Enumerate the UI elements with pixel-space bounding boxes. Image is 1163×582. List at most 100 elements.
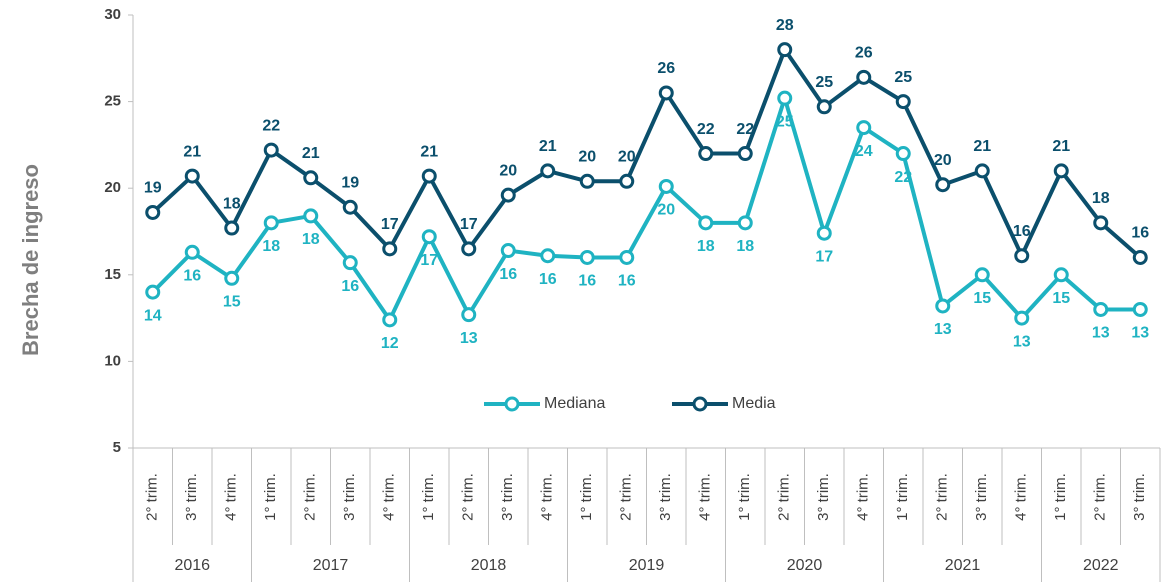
point (1053, 267, 1069, 283)
data-label: 22 (736, 121, 754, 138)
data-label: 18 (302, 231, 320, 248)
data-label: 17 (815, 248, 833, 265)
point (382, 312, 398, 328)
data-label: 21 (302, 145, 320, 162)
data-label: 18 (736, 238, 754, 255)
series-line (151, 96, 1141, 322)
data-label: 22 (697, 121, 715, 138)
point (421, 168, 437, 184)
legend-label: Mediana (544, 395, 605, 412)
x-tick-label: 1° trim. (578, 473, 595, 521)
x-tick-label: 3° trim. (815, 473, 832, 521)
y-tick-label: 5 (113, 439, 121, 456)
data-label: 18 (697, 238, 715, 255)
point (1014, 310, 1030, 326)
x-tick-label: 4° trim. (539, 473, 556, 521)
x-tick-label: 4° trim. (855, 473, 872, 521)
point (421, 229, 437, 245)
data-label: 25 (894, 69, 912, 86)
y-tick-label: 10 (104, 352, 121, 369)
data-label: 15 (1052, 290, 1070, 307)
x-group-label: 2020 (787, 557, 823, 574)
point (658, 85, 674, 101)
x-tick-label: 4° trim. (1013, 473, 1030, 521)
point (500, 187, 516, 203)
data-label: 26 (855, 45, 873, 62)
x-group-label: 2021 (945, 557, 981, 574)
point (619, 173, 635, 189)
data-label: 21 (183, 143, 201, 160)
x-tick-label: 2° trim. (618, 473, 635, 521)
data-label: 24 (855, 143, 873, 160)
point (698, 146, 714, 162)
data-label: 17 (460, 216, 478, 233)
data-label: 21 (973, 138, 991, 155)
data-label: 15 (223, 293, 241, 310)
x-tick-label: 2° trim. (144, 473, 161, 521)
point (856, 69, 872, 85)
point (698, 215, 714, 231)
data-label: 25 (815, 74, 833, 91)
point (895, 146, 911, 162)
data-label: 14 (144, 307, 162, 324)
x-tick-label: 3° trim. (657, 473, 674, 521)
point (303, 170, 319, 186)
x-tick-label: 1° trim. (420, 473, 437, 521)
data-label: 16 (183, 268, 201, 285)
point (303, 208, 319, 224)
x-tick-label: 1° trim. (894, 473, 911, 521)
data-label: 21 (420, 143, 438, 160)
point (1093, 301, 1109, 317)
x-tick-label: 2° trim. (776, 473, 793, 521)
point (895, 94, 911, 110)
x-tick-label: 4° trim. (697, 473, 714, 521)
point (619, 249, 635, 265)
point (500, 243, 516, 259)
data-label: 18 (1092, 190, 1110, 207)
data-label: 28 (776, 17, 794, 34)
point (382, 241, 398, 257)
data-label: 16 (1131, 225, 1149, 242)
x-tick-label: 3° trim. (973, 473, 990, 521)
point (1132, 301, 1148, 317)
point (263, 142, 279, 158)
point (184, 168, 200, 184)
point (737, 215, 753, 231)
data-label: 13 (1131, 325, 1149, 342)
x-tick-label: 4° trim. (381, 473, 398, 521)
x-tick-label: 2° trim. (460, 473, 477, 521)
x-tick-label: 2° trim. (934, 473, 951, 521)
data-label: 26 (657, 60, 675, 77)
data-label: 13 (1092, 325, 1110, 342)
x-tick-label: 3° trim. (341, 473, 358, 521)
point (579, 173, 595, 189)
data-label: 20 (657, 202, 675, 219)
y-axis-title: Brecha de ingreso (18, 164, 43, 356)
point (1014, 248, 1030, 264)
legend-marker (504, 396, 520, 412)
point (263, 215, 279, 231)
data-label: 16 (618, 273, 636, 290)
x-tick-label: 3° trim. (499, 473, 516, 521)
data-label: 21 (539, 138, 557, 155)
point (777, 90, 793, 106)
point (342, 199, 358, 215)
data-label: 17 (381, 216, 399, 233)
data-label: 16 (1013, 223, 1031, 240)
point (737, 146, 753, 162)
point (658, 178, 674, 194)
point (145, 284, 161, 300)
data-label: 20 (578, 148, 596, 165)
data-label: 16 (499, 266, 517, 283)
x-group-label: 2017 (313, 557, 349, 574)
x-tick-label: 3° trim. (1131, 473, 1148, 521)
point (974, 267, 990, 283)
point (935, 177, 951, 193)
point (974, 163, 990, 179)
data-label: 13 (1013, 333, 1031, 350)
data-label: 16 (539, 271, 557, 288)
data-label: 18 (223, 195, 241, 212)
y-tick-label: 30 (104, 6, 121, 23)
